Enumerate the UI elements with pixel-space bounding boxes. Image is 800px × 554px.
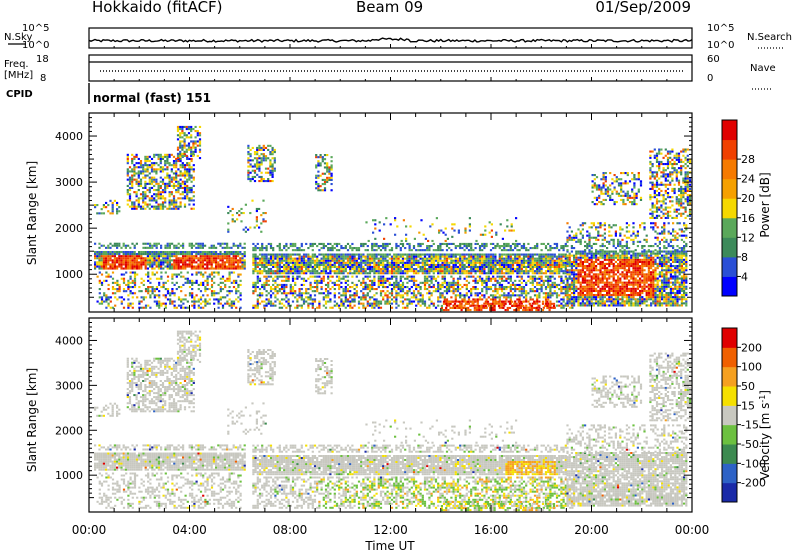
velocity-colorbar: 200 100 50 15 -15 -50 -100 -200: [721, 327, 766, 503]
colorbar-segment: [722, 405, 737, 426]
nsearch-label: N.Search: [747, 32, 793, 43]
colorbar-segment: [722, 482, 737, 503]
colorbar-tick: 100: [741, 361, 762, 374]
nsearch-tick-hi: 10^5: [707, 23, 734, 34]
colorbar-tick: 16: [741, 212, 755, 225]
freq-label: Freq. [MHz]: [4, 59, 34, 81]
nave-tick-lo: 0: [707, 73, 713, 84]
power-colorbar-label: Power [dB]: [758, 172, 772, 237]
xtick-label: 00:00: [72, 523, 107, 537]
colorbar-segment: [722, 217, 737, 238]
beam-title: Beam 09: [356, 0, 424, 16]
ytick-label: 4000: [55, 334, 83, 347]
colorbar-segment: [722, 256, 737, 277]
velocity-colorbar-label: Velocity [m s-1]: [758, 390, 772, 480]
xtick-label: 16:00: [474, 523, 509, 537]
freq-tick-hi: 18: [36, 54, 49, 65]
colorbar-segment: [722, 347, 737, 368]
time-xlabel: Time UT: [364, 539, 415, 553]
colorbar-tick: 4: [741, 270, 748, 283]
xtick-label: 12:00: [373, 523, 408, 537]
ytick-label: 2000: [55, 424, 83, 437]
colorbar-tick: -200: [741, 477, 766, 490]
date-title: 01/Sep/2009: [595, 0, 691, 16]
axes: 1000 2000 3000 4000 1000 2000 3000 4000 00:00 04:…: [55, 44, 709, 537]
colorbar-tick: 24: [741, 173, 755, 186]
colorbar-tick: -50: [741, 438, 759, 451]
velocity-panel: [94, 330, 692, 512]
colorbar-segment: [722, 178, 737, 199]
colorbar-segment: [722, 366, 737, 387]
colorbar-tick: 28: [741, 153, 755, 166]
nsky-label: N.Sky: [4, 32, 33, 43]
cpid-text: normal (fast) 151: [93, 91, 211, 105]
xtick-label: 20:00: [574, 523, 609, 537]
colorbar-segment: [722, 276, 737, 297]
colorbar-tick: -15: [741, 419, 759, 432]
freq-tick-lo: 8: [40, 73, 46, 84]
colorbar-segment: [722, 237, 737, 258]
nave-tick-hi: 60: [707, 54, 720, 65]
ytick-label: 4000: [55, 130, 83, 143]
station-title: Hokkaido (fitACF): [92, 0, 223, 16]
colorbar-segment: [722, 159, 737, 180]
ytick-label: 1000: [55, 469, 83, 482]
colorbar-segment: [722, 424, 737, 445]
colorbar-segment: [722, 444, 737, 464]
nave-label: Nave: [750, 63, 776, 74]
power-ylabel: Slant Range [km]: [25, 161, 39, 265]
xtick-label: 08:00: [273, 523, 308, 537]
colorbar-tick: 200: [741, 341, 762, 354]
xtick-label: 00:00: [675, 523, 710, 537]
colorbar-segment: [722, 463, 737, 484]
colorbar-segment: [722, 198, 737, 219]
ytick-label: 3000: [55, 379, 83, 392]
colorbar-tick: 50: [741, 380, 755, 393]
colorbar-tick: 15: [741, 399, 755, 412]
colorbar-segment: [722, 328, 737, 348]
freq-panel: 18 8 60 0: [36, 54, 771, 104]
nsky-tick-hi: 10^5: [22, 23, 49, 34]
power-colorbar: 4 8 12 16 20 24 28: [721, 119, 755, 297]
noise-panel: 10^5 10^0 10^5 10^0: [8, 23, 785, 51]
colorbar-tick: -100: [741, 457, 766, 470]
noise-line: [88, 37, 693, 43]
colorbar-segment: [722, 139, 737, 160]
nsearch-tick-lo: 10^0: [707, 40, 734, 51]
ytick-label: 3000: [55, 176, 83, 189]
power-panel: [94, 125, 692, 312]
cpid-label: CPID: [6, 89, 33, 100]
colorbar-tick: 8: [741, 251, 748, 264]
colorbar-tick: 12: [741, 231, 755, 244]
velocity-ylabel: Slant Range [km]: [25, 368, 39, 472]
colorbar-tick: 20: [741, 192, 755, 205]
colorbar-segment: [722, 386, 737, 406]
ytick-label: 2000: [55, 222, 83, 235]
colorbar-segment: [722, 120, 737, 141]
ytick-label: 1000: [55, 268, 83, 281]
nsky-tick-lo: 10^0: [22, 40, 49, 51]
xtick-label: 04:00: [172, 523, 207, 537]
